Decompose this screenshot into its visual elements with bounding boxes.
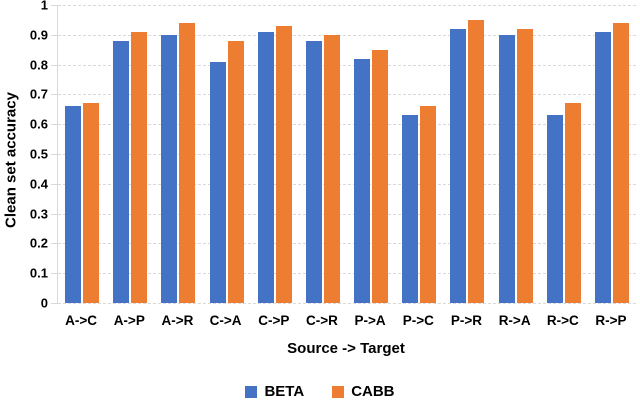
gridline xyxy=(58,243,636,244)
x-tick-label: A->R xyxy=(161,313,194,328)
gridline xyxy=(58,65,636,66)
bar-cabb xyxy=(468,19,485,303)
bar-cabb xyxy=(612,22,629,303)
y-tick-label: 0.5 xyxy=(29,146,48,162)
x-tick-label: C->P xyxy=(258,313,290,328)
legend-item-cabb: CABB xyxy=(332,383,395,400)
y-tick-label: 0.1 xyxy=(29,265,48,281)
bar-group xyxy=(251,5,299,303)
bar-beta xyxy=(354,58,371,303)
y-tick-label: 0.9 xyxy=(29,27,48,43)
x-tick-label: P->C xyxy=(402,313,434,328)
bar-beta xyxy=(209,61,226,303)
y-tick-label: 0 xyxy=(40,295,48,311)
bar-cabb xyxy=(131,31,148,303)
y-axis-tick-mark xyxy=(51,243,58,244)
gridline xyxy=(58,154,636,155)
legend-item-beta: BETA xyxy=(245,383,304,400)
gridline xyxy=(58,35,636,36)
y-axis-tick-mark xyxy=(51,124,58,125)
y-axis-tick-mark xyxy=(51,184,58,185)
x-tick-label: R->A xyxy=(498,313,531,328)
plot-area xyxy=(51,5,636,304)
bar-group xyxy=(203,5,251,303)
bar-group xyxy=(154,5,202,303)
bar-beta xyxy=(113,40,130,303)
y-axis-tick-mark xyxy=(51,5,58,6)
bar-cabb xyxy=(275,25,292,303)
gridline xyxy=(58,124,636,125)
bar-beta xyxy=(546,115,563,303)
x-axis-title: Source -> Target xyxy=(287,340,405,357)
bar-beta xyxy=(257,31,274,303)
y-tick-label: 0.7 xyxy=(29,86,48,102)
bar-group xyxy=(492,5,540,303)
bar-beta xyxy=(305,40,322,303)
legend-label: CABB xyxy=(351,383,395,400)
bar-cabb xyxy=(323,34,340,303)
gridline xyxy=(58,184,636,185)
bar-group xyxy=(395,5,443,303)
bar-group xyxy=(106,5,154,303)
bar-cabb xyxy=(83,103,100,303)
y-axis-tick-labels: 0 0.1 0.2 0.3 0.4 0.5 0.6 0.7 0.8 0.9 1 xyxy=(0,0,48,310)
legend: BETA CABB xyxy=(0,383,640,400)
bar-beta xyxy=(402,115,419,303)
bar-beta xyxy=(450,28,467,303)
bar-cabb xyxy=(372,49,389,303)
bar-group xyxy=(588,5,636,303)
bar-beta xyxy=(594,31,611,303)
x-tick-label: C->R xyxy=(306,313,338,328)
y-tick-label: 0.4 xyxy=(29,176,48,192)
legend-swatch-icon xyxy=(332,385,345,398)
y-tick-label: 0.2 xyxy=(29,235,48,251)
x-tick-label: A->P xyxy=(113,313,145,328)
x-tick-label: P->A xyxy=(354,313,386,328)
bars-container xyxy=(58,5,636,303)
y-axis-tick-mark xyxy=(51,214,58,215)
bar-group xyxy=(443,5,491,303)
y-axis-tick-mark xyxy=(51,303,58,304)
legend-swatch-icon xyxy=(245,385,258,398)
y-tick-label: 0.8 xyxy=(29,57,48,73)
y-tick-label: 0.6 xyxy=(29,116,48,132)
x-axis-tick-labels: A->C A->P A->R C->A C->P C->R P->A P->C P->R R->A… xyxy=(57,313,635,328)
bar-beta xyxy=(161,34,178,303)
bar-beta xyxy=(498,34,515,303)
bar-cabb xyxy=(516,28,533,303)
y-axis-tick-mark xyxy=(51,35,58,36)
x-tick-label: R->C xyxy=(546,313,579,328)
bar-cabb xyxy=(420,106,437,303)
x-tick-label: P->R xyxy=(450,313,483,328)
gridline xyxy=(58,5,636,6)
x-tick-label: C->A xyxy=(209,313,242,328)
bar-group xyxy=(58,5,106,303)
x-tick-label: A->C xyxy=(65,313,98,328)
bar-group xyxy=(347,5,395,303)
y-axis-tick-mark xyxy=(51,154,58,155)
bar-cabb xyxy=(179,22,196,303)
bar-group xyxy=(299,5,347,303)
y-axis-tick-mark xyxy=(51,65,58,66)
gridline xyxy=(58,214,636,215)
x-tick-label: R->P xyxy=(595,313,627,328)
y-axis-tick-mark xyxy=(51,94,58,95)
bar-cabb xyxy=(227,40,244,303)
bar-cabb xyxy=(564,103,581,303)
y-axis-tick-mark xyxy=(51,273,58,274)
y-tick-label: 1 xyxy=(40,0,48,13)
bar-group xyxy=(540,5,588,303)
y-tick-label: 0.3 xyxy=(29,206,48,222)
legend-label: BETA xyxy=(264,383,305,400)
gridline xyxy=(58,273,636,274)
gridline xyxy=(58,303,636,304)
gridline xyxy=(58,94,636,95)
bar-beta xyxy=(65,106,82,303)
